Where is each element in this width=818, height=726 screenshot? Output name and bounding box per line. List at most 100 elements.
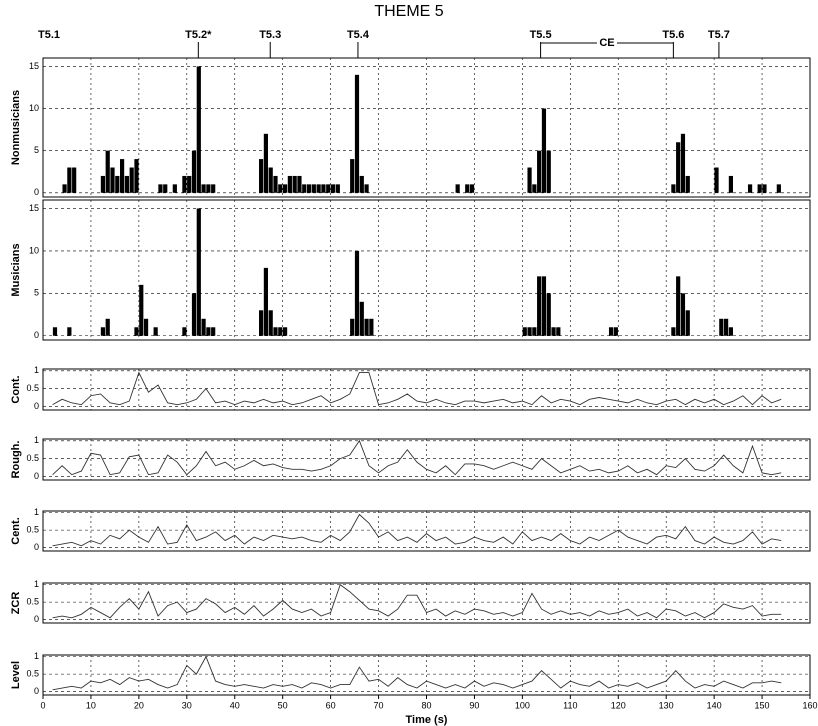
annotation: T5.5 bbox=[530, 29, 552, 41]
bar bbox=[326, 184, 331, 193]
bar bbox=[537, 150, 542, 193]
bar bbox=[105, 150, 110, 193]
y-tick-label: 0 bbox=[34, 542, 39, 552]
bar bbox=[685, 175, 690, 193]
bar bbox=[163, 184, 168, 193]
y-tick-label: 1 bbox=[34, 651, 39, 661]
bar bbox=[537, 276, 542, 336]
feature-line bbox=[52, 371, 782, 406]
annotation: T5.1 bbox=[38, 29, 60, 41]
panel-frame bbox=[42, 510, 811, 552]
bar bbox=[297, 175, 302, 193]
bar bbox=[196, 66, 201, 193]
bar bbox=[465, 184, 470, 193]
bar bbox=[100, 175, 106, 193]
bar bbox=[259, 159, 264, 193]
bar bbox=[287, 175, 292, 193]
y-axis-label: Cont. bbox=[10, 375, 22, 403]
x-tick-label: 0 bbox=[40, 700, 45, 710]
bar bbox=[206, 327, 211, 336]
bracket-label-bg bbox=[596, 37, 617, 49]
bar bbox=[182, 327, 187, 336]
bar bbox=[541, 276, 547, 336]
bar bbox=[211, 184, 216, 193]
bar bbox=[532, 327, 537, 336]
bar bbox=[613, 327, 618, 336]
y-axis-label: Level bbox=[10, 661, 22, 689]
panel-frame bbox=[42, 582, 811, 624]
annotation: CE bbox=[599, 37, 614, 49]
feature-line bbox=[52, 439, 782, 476]
bar bbox=[671, 327, 676, 336]
bar bbox=[546, 150, 551, 193]
bar bbox=[292, 175, 297, 193]
bar bbox=[354, 250, 360, 336]
bar bbox=[124, 175, 129, 193]
x-tick-label: 160 bbox=[802, 700, 817, 710]
x-tick-label: 20 bbox=[134, 700, 144, 710]
bar bbox=[551, 327, 556, 336]
bar bbox=[105, 318, 110, 336]
panel-frame bbox=[42, 654, 811, 696]
x-tick-label: 80 bbox=[421, 700, 431, 710]
bar bbox=[316, 184, 321, 193]
y-tick-label: 0.5 bbox=[26, 669, 39, 679]
x-tick-label: 50 bbox=[278, 700, 288, 710]
bar bbox=[206, 184, 211, 193]
bar bbox=[158, 184, 163, 193]
bar bbox=[527, 167, 532, 193]
y-tick-label: 5 bbox=[34, 288, 39, 298]
bar bbox=[321, 184, 326, 193]
bar bbox=[268, 310, 273, 336]
bar bbox=[728, 175, 733, 193]
y-tick-label: 1 bbox=[34, 507, 39, 517]
x-tick-label: 130 bbox=[659, 700, 674, 710]
bar bbox=[762, 184, 767, 193]
bar bbox=[330, 184, 336, 193]
panel-frame bbox=[42, 57, 811, 198]
bar bbox=[680, 133, 686, 193]
y-tick-label: 0 bbox=[34, 187, 39, 197]
bar bbox=[359, 175, 364, 193]
bar bbox=[469, 184, 475, 193]
y-axis-label: Musicians bbox=[10, 243, 22, 296]
bar bbox=[187, 175, 192, 193]
x-tick-label: 70 bbox=[374, 700, 384, 710]
bar bbox=[129, 167, 134, 193]
bar bbox=[608, 327, 614, 336]
bar bbox=[354, 74, 360, 193]
bar bbox=[724, 318, 729, 336]
x-tick-label: 10 bbox=[86, 700, 96, 710]
bar bbox=[259, 310, 264, 336]
bar bbox=[110, 167, 115, 193]
chart-title: THEME 5 bbox=[374, 3, 443, 20]
bar bbox=[685, 310, 690, 336]
x-tick-label: 40 bbox=[230, 700, 240, 710]
bar bbox=[676, 276, 681, 336]
bar bbox=[364, 184, 369, 193]
y-tick-label: 0 bbox=[34, 614, 39, 624]
y-tick-label: 1 bbox=[34, 435, 39, 445]
bar bbox=[196, 208, 201, 336]
y-tick-label: 0 bbox=[34, 686, 39, 696]
bar bbox=[719, 318, 724, 336]
bar bbox=[182, 175, 187, 193]
bar bbox=[67, 167, 72, 193]
annotation: T5.4 bbox=[347, 29, 370, 41]
bar bbox=[143, 318, 149, 336]
bar bbox=[115, 175, 120, 193]
bar bbox=[201, 318, 206, 336]
bar bbox=[191, 293, 197, 336]
y-tick-label: 5 bbox=[34, 145, 39, 155]
bar bbox=[671, 184, 676, 193]
bar bbox=[134, 327, 139, 336]
y-axis-label: ZCR bbox=[10, 592, 22, 615]
annotation: T5.3 bbox=[259, 29, 281, 41]
bar bbox=[72, 167, 77, 193]
bar bbox=[273, 327, 278, 336]
bar bbox=[120, 159, 125, 193]
y-tick-label: 0.5 bbox=[26, 453, 39, 463]
bar bbox=[527, 327, 532, 336]
bar bbox=[278, 327, 283, 336]
feature-line bbox=[52, 513, 782, 547]
